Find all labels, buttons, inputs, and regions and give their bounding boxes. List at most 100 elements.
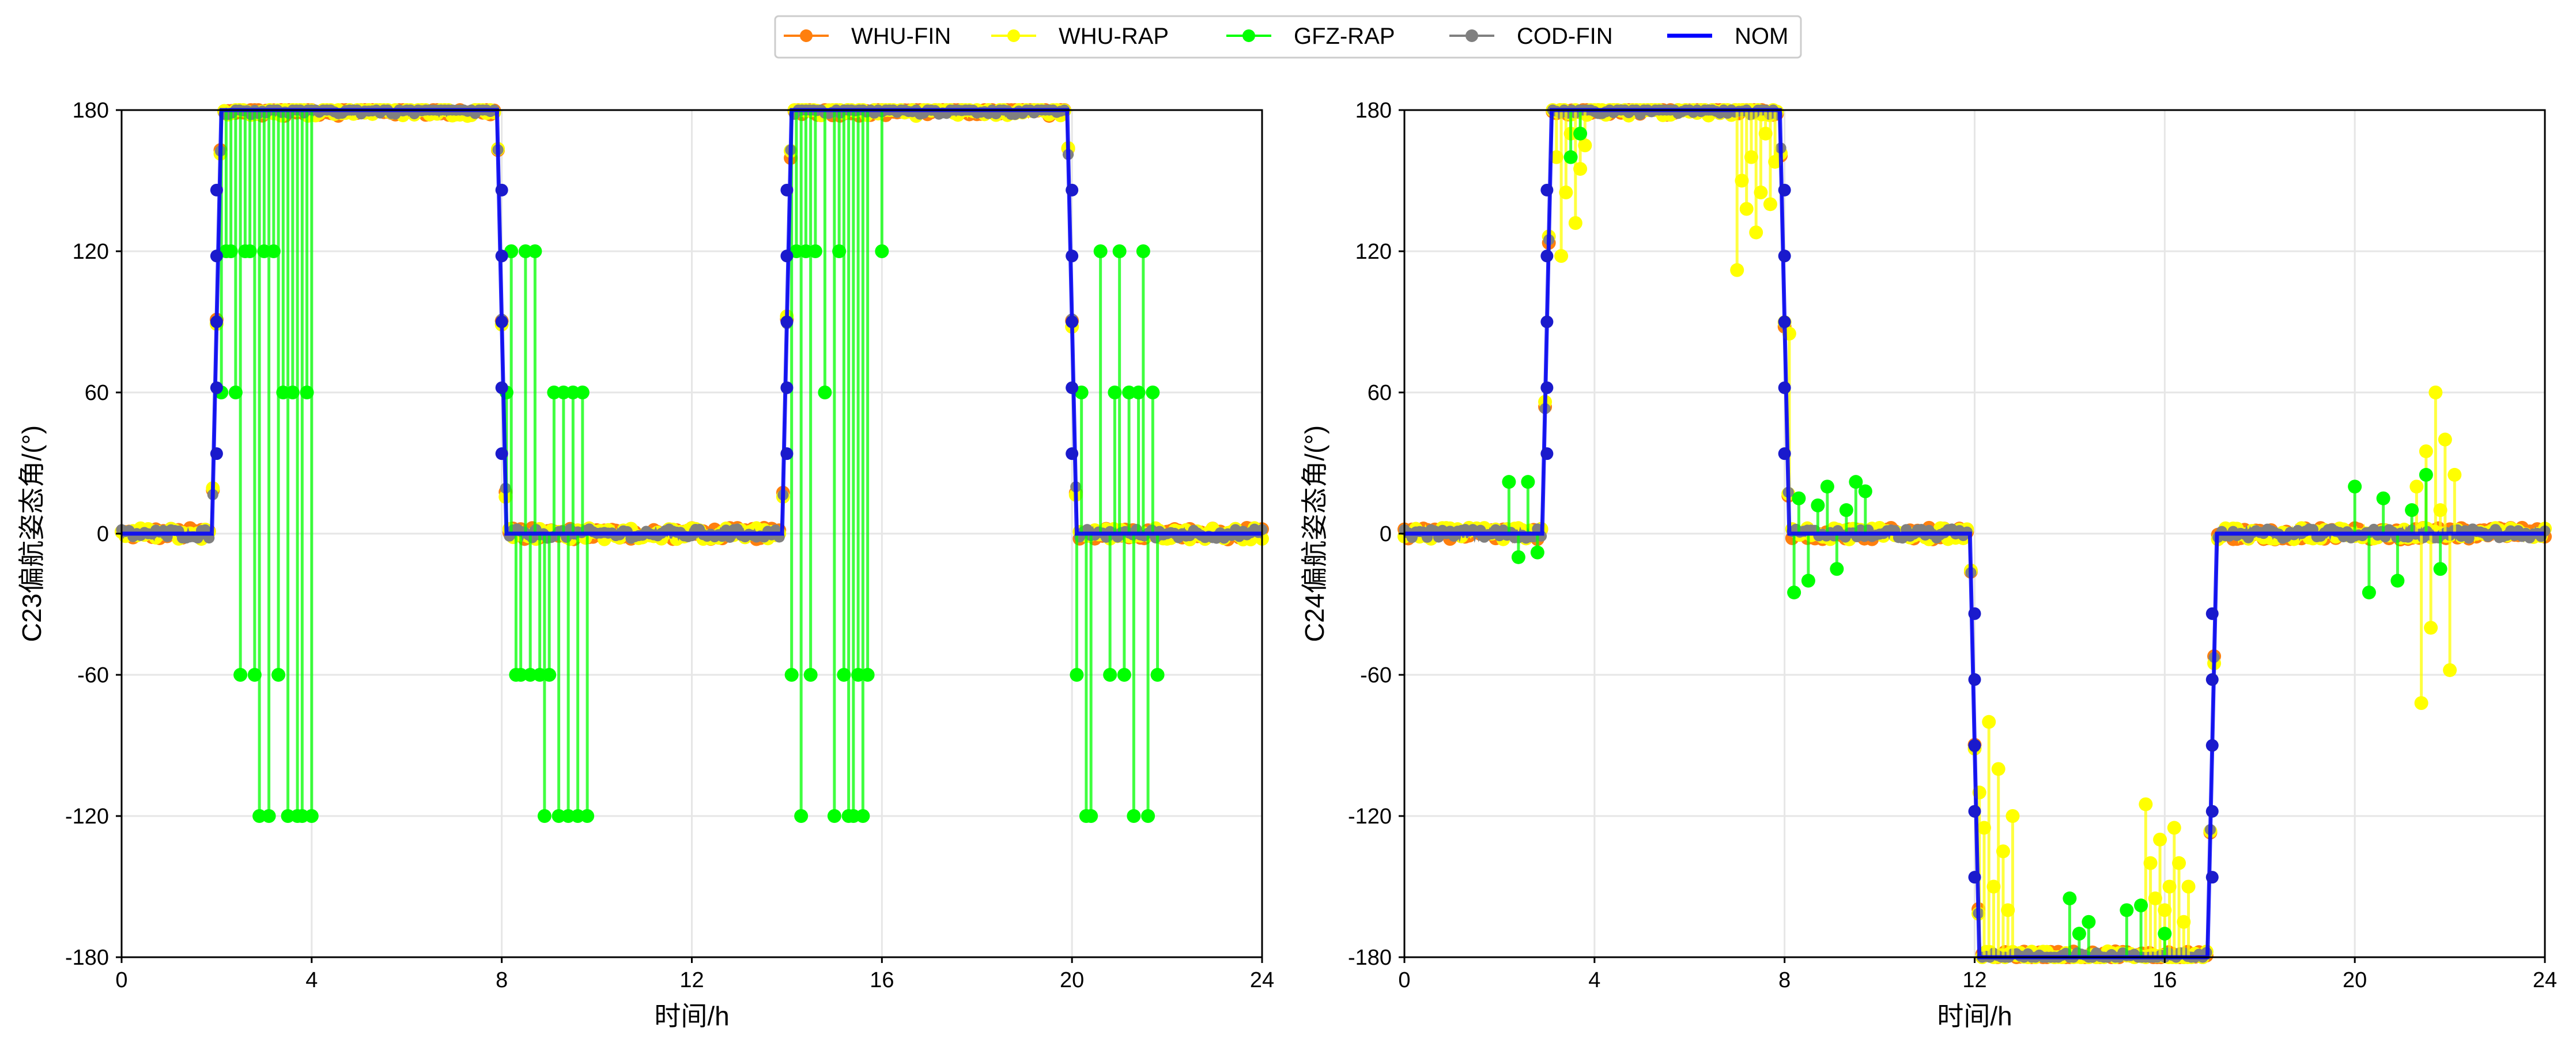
nom-point — [1968, 607, 1981, 620]
data-point — [2438, 432, 2452, 447]
data-point — [2181, 879, 2196, 894]
data-point — [1127, 809, 1141, 823]
data-point — [1554, 249, 1569, 263]
nom-point — [1968, 673, 1981, 686]
data-point — [1117, 668, 1131, 682]
legend-item-whu-fin: WHU-FIN — [784, 24, 951, 49]
data-point — [1146, 386, 1160, 399]
nom-point — [1540, 447, 1554, 460]
nom-point — [1066, 315, 1079, 328]
data-point — [1573, 126, 1588, 141]
data-point — [537, 809, 552, 823]
nom-point — [1778, 250, 1791, 263]
x-tick-label: 12 — [1962, 968, 1986, 992]
data-point — [575, 386, 590, 399]
y-axis-label: C24偏航姿态角/(°) — [1300, 425, 1329, 642]
legend-item-nom: NOM — [1667, 24, 1788, 49]
data-point — [1830, 562, 1844, 576]
data-point — [2414, 696, 2428, 710]
x-tick-label: 16 — [2152, 968, 2177, 992]
data-point — [1070, 668, 1084, 682]
data-point — [1578, 138, 1592, 153]
nom-point — [210, 381, 223, 394]
legend-marker — [800, 29, 813, 42]
nom-point — [2205, 805, 2219, 818]
nom-point — [210, 183, 223, 197]
data-point — [2424, 621, 2438, 635]
y-axis-label: C23偏航姿态角/(°) — [17, 425, 47, 642]
x-tick-label: 8 — [1778, 968, 1791, 992]
data-point — [1811, 498, 1825, 512]
nom-point — [1066, 447, 1079, 460]
data-point — [518, 244, 532, 258]
data-point — [1982, 715, 1996, 729]
data-point — [1787, 586, 1801, 600]
nom-point — [495, 447, 508, 460]
nom-point — [2205, 739, 2219, 752]
data-point — [1521, 475, 1535, 489]
data-point — [281, 809, 295, 823]
nom-line — [122, 108, 1262, 536]
nom-point — [780, 447, 794, 460]
legend-label: GFZ-RAP — [1294, 24, 1395, 49]
y-tick-label: -60 — [77, 663, 109, 688]
data-point — [803, 668, 818, 682]
data-point — [2433, 562, 2447, 576]
nom-point — [780, 381, 794, 394]
nom-point — [2205, 607, 2219, 620]
nom-point — [1778, 315, 1791, 328]
legend: WHU-FIN WHU-RAP GFZ-RAP COD-FIN NOM — [774, 15, 1802, 59]
nom-point — [1968, 871, 1981, 884]
data-point — [1839, 503, 1853, 518]
nom-point — [1778, 183, 1791, 197]
y-tick-label: -60 — [1360, 663, 1392, 688]
data-point — [1996, 844, 2010, 859]
data-point — [1792, 491, 1806, 505]
y-tick-label: -180 — [1348, 946, 1392, 970]
data-point — [2172, 856, 2186, 870]
nom-point — [780, 250, 794, 263]
data-point — [580, 809, 595, 823]
nom-point — [1066, 381, 1079, 394]
data-point — [1730, 263, 1744, 277]
nom-point — [210, 447, 223, 460]
nom-point — [1540, 315, 1554, 328]
data-point — [1849, 475, 1863, 489]
data-point — [1739, 202, 1754, 216]
data-point — [1150, 668, 1165, 682]
x-axis-label: 时间/h — [654, 1001, 729, 1031]
data-point — [1122, 386, 1136, 399]
data-point — [1502, 475, 1516, 489]
x-tick-label: 12 — [679, 968, 704, 992]
data-point — [566, 386, 580, 399]
legend-label: WHU-RAP — [1059, 24, 1169, 49]
x-tick-label: 24 — [1250, 968, 1274, 992]
legend-item-cod-fin: COD-FIN — [1449, 24, 1613, 49]
data-point — [1768, 154, 1782, 169]
y-tick-label: 0 — [1380, 522, 1392, 546]
data-point — [2120, 903, 2134, 917]
data-point — [528, 244, 542, 258]
chart-panel-c23: 0 4 8 12 16 20 24 -180 -120 -60 0 60 120 180 时间/h C23偏航… — [17, 99, 1274, 1031]
nom-point — [1968, 805, 1981, 818]
y-tick-label: 60 — [85, 381, 109, 405]
y-tick-label: 0 — [97, 522, 109, 546]
data-point — [1858, 484, 1872, 498]
data-point — [856, 809, 870, 823]
data-point — [2134, 898, 2148, 913]
nom-point — [1778, 381, 1791, 394]
data-point — [1801, 573, 1815, 588]
nom-point — [2205, 673, 2219, 686]
data-point — [846, 809, 860, 823]
data-point — [1093, 244, 1108, 258]
data-point — [2348, 479, 2362, 494]
data-point — [1820, 479, 1834, 494]
data-point — [1141, 809, 1155, 823]
data-point — [2167, 821, 2181, 835]
series-whu-rap-outliers — [1549, 110, 2462, 957]
nom-point — [1066, 250, 1079, 263]
y-tick-label: 60 — [1368, 381, 1392, 405]
data-point — [252, 809, 267, 823]
nom-point — [1968, 739, 1981, 752]
